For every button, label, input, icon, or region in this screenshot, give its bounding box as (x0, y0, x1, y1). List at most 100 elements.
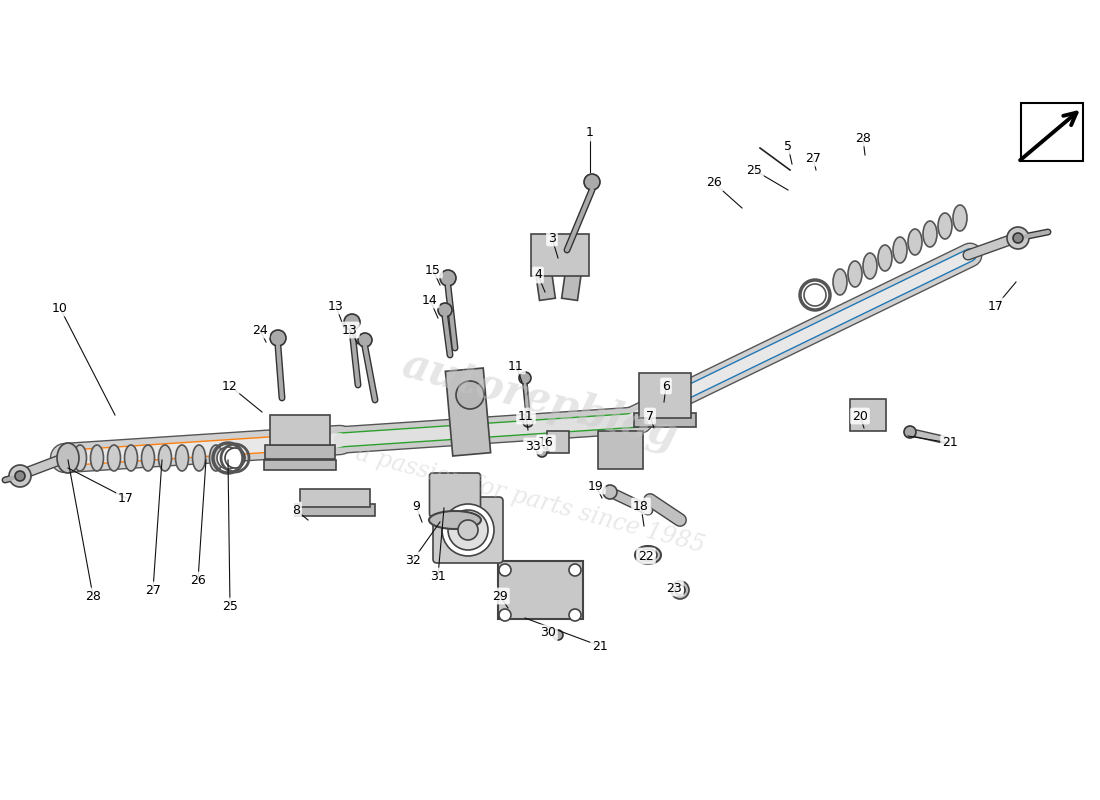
Circle shape (270, 330, 286, 346)
Text: 6: 6 (662, 379, 670, 393)
Text: 17: 17 (118, 491, 134, 505)
Text: 13: 13 (342, 323, 358, 337)
Text: 28: 28 (85, 590, 101, 602)
Ellipse shape (893, 237, 907, 263)
Text: autorepblog: autorepblog (397, 342, 682, 458)
Text: 1: 1 (586, 126, 594, 139)
Ellipse shape (864, 253, 877, 279)
Ellipse shape (429, 511, 481, 529)
Text: 27: 27 (145, 583, 161, 597)
Ellipse shape (90, 445, 103, 471)
Circle shape (675, 585, 685, 595)
Text: 20: 20 (852, 410, 868, 422)
Ellipse shape (908, 229, 922, 255)
Bar (264, 460, 336, 470)
Bar (535, 263, 556, 301)
Ellipse shape (209, 445, 222, 471)
Text: 23: 23 (667, 582, 682, 594)
Ellipse shape (833, 269, 847, 295)
Ellipse shape (108, 445, 121, 471)
Text: 7: 7 (646, 410, 654, 422)
Text: 26: 26 (190, 574, 206, 586)
Circle shape (569, 564, 581, 576)
Text: 12: 12 (222, 379, 238, 393)
Ellipse shape (456, 381, 484, 409)
FancyBboxPatch shape (433, 497, 503, 563)
Text: 11: 11 (508, 359, 524, 373)
Circle shape (522, 417, 534, 427)
Text: a passion for parts since 1985: a passion for parts since 1985 (353, 442, 707, 558)
Circle shape (499, 564, 512, 576)
Bar (1021, 103, 1084, 161)
Ellipse shape (938, 213, 952, 239)
Bar (547, 431, 569, 453)
Bar (597, 431, 642, 469)
Bar (270, 415, 330, 445)
Text: 3: 3 (548, 231, 556, 245)
Circle shape (440, 270, 456, 286)
Text: 25: 25 (746, 163, 762, 177)
Text: 13: 13 (328, 299, 344, 313)
Text: 4: 4 (535, 269, 542, 282)
Text: 11: 11 (518, 410, 534, 422)
Ellipse shape (639, 549, 657, 561)
Bar (531, 234, 588, 276)
Ellipse shape (142, 445, 154, 471)
Text: 32: 32 (405, 554, 421, 566)
Bar (562, 263, 582, 301)
Circle shape (519, 372, 531, 384)
Circle shape (537, 447, 547, 457)
Text: 26: 26 (706, 177, 722, 190)
Ellipse shape (635, 546, 661, 564)
Text: 33: 33 (525, 439, 541, 453)
Text: 16: 16 (538, 437, 554, 450)
Circle shape (448, 510, 488, 550)
Ellipse shape (74, 445, 87, 471)
Ellipse shape (158, 445, 172, 471)
Text: 19: 19 (588, 479, 604, 493)
Ellipse shape (848, 261, 862, 287)
Ellipse shape (923, 221, 937, 247)
Circle shape (584, 174, 600, 190)
Ellipse shape (953, 205, 967, 231)
Text: 24: 24 (252, 323, 268, 337)
Circle shape (1013, 233, 1023, 243)
Ellipse shape (192, 445, 206, 471)
Text: 9: 9 (412, 499, 420, 513)
Bar (446, 368, 491, 456)
Circle shape (442, 504, 494, 556)
Circle shape (569, 609, 581, 621)
Bar (634, 413, 696, 427)
Text: 17: 17 (988, 299, 1004, 313)
Ellipse shape (176, 445, 188, 471)
Circle shape (499, 609, 512, 621)
Circle shape (553, 630, 563, 640)
Circle shape (9, 465, 31, 487)
Bar (850, 399, 886, 431)
Text: 15: 15 (425, 263, 441, 277)
Text: 21: 21 (592, 639, 608, 653)
Text: 5: 5 (784, 139, 792, 153)
Circle shape (458, 520, 478, 540)
Circle shape (603, 485, 617, 499)
Circle shape (904, 426, 916, 438)
Text: 14: 14 (422, 294, 438, 306)
Text: 18: 18 (634, 499, 649, 513)
Text: 10: 10 (52, 302, 68, 314)
Circle shape (438, 303, 452, 317)
Circle shape (344, 314, 360, 330)
Circle shape (358, 333, 372, 347)
Circle shape (15, 471, 25, 481)
Text: 31: 31 (430, 570, 446, 582)
Ellipse shape (878, 245, 892, 271)
Ellipse shape (57, 443, 79, 473)
Circle shape (671, 581, 689, 599)
Text: 29: 29 (492, 590, 508, 602)
Text: 28: 28 (855, 131, 871, 145)
Circle shape (804, 284, 826, 306)
Circle shape (1006, 227, 1028, 249)
Bar (497, 561, 583, 619)
Bar (265, 445, 336, 459)
FancyBboxPatch shape (429, 473, 481, 517)
Ellipse shape (124, 445, 138, 471)
